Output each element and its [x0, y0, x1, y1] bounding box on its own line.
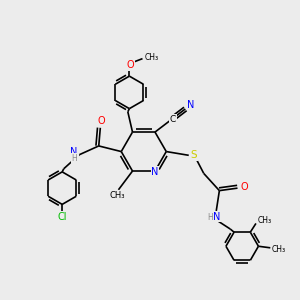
- Text: CH₃: CH₃: [272, 245, 286, 254]
- Text: N: N: [151, 167, 159, 177]
- Text: O: O: [241, 182, 248, 192]
- Text: CH₃: CH₃: [145, 52, 159, 62]
- Text: Cl: Cl: [57, 212, 67, 222]
- Text: H: H: [207, 213, 213, 222]
- Text: H: H: [71, 154, 77, 163]
- Text: C: C: [170, 115, 176, 124]
- Text: O: O: [126, 60, 134, 70]
- Text: S: S: [190, 150, 197, 160]
- Text: O: O: [97, 116, 105, 126]
- Text: N: N: [213, 212, 220, 222]
- Text: N: N: [70, 147, 78, 157]
- Text: N: N: [187, 100, 195, 110]
- Text: CH₃: CH₃: [109, 191, 124, 200]
- Text: CH₃: CH₃: [258, 216, 272, 225]
